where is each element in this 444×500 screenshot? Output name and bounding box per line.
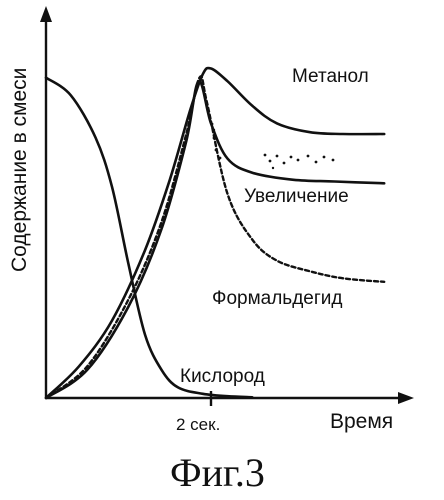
y-axis-arrow: [40, 6, 52, 22]
figure-caption: Фиг.3: [170, 450, 265, 495]
x-axis-arrow: [398, 392, 414, 404]
series-line-methanol: [46, 68, 384, 398]
series-label-methanol: Метанол: [292, 66, 369, 87]
x-tick-label: 2 сек.: [176, 415, 220, 434]
series-line-formaldehyde: [46, 76, 384, 398]
series-label-oxygen: Кислород: [180, 366, 265, 387]
x-axis-label: Время: [330, 410, 393, 433]
series-line-increase: [46, 81, 384, 398]
series-label-increase: Увеличение: [244, 186, 349, 207]
series-curves: [46, 68, 384, 398]
y-axis-label: Содержание в смеси: [8, 68, 31, 272]
series-label-formaldehyde: Формальдегид: [212, 288, 342, 309]
